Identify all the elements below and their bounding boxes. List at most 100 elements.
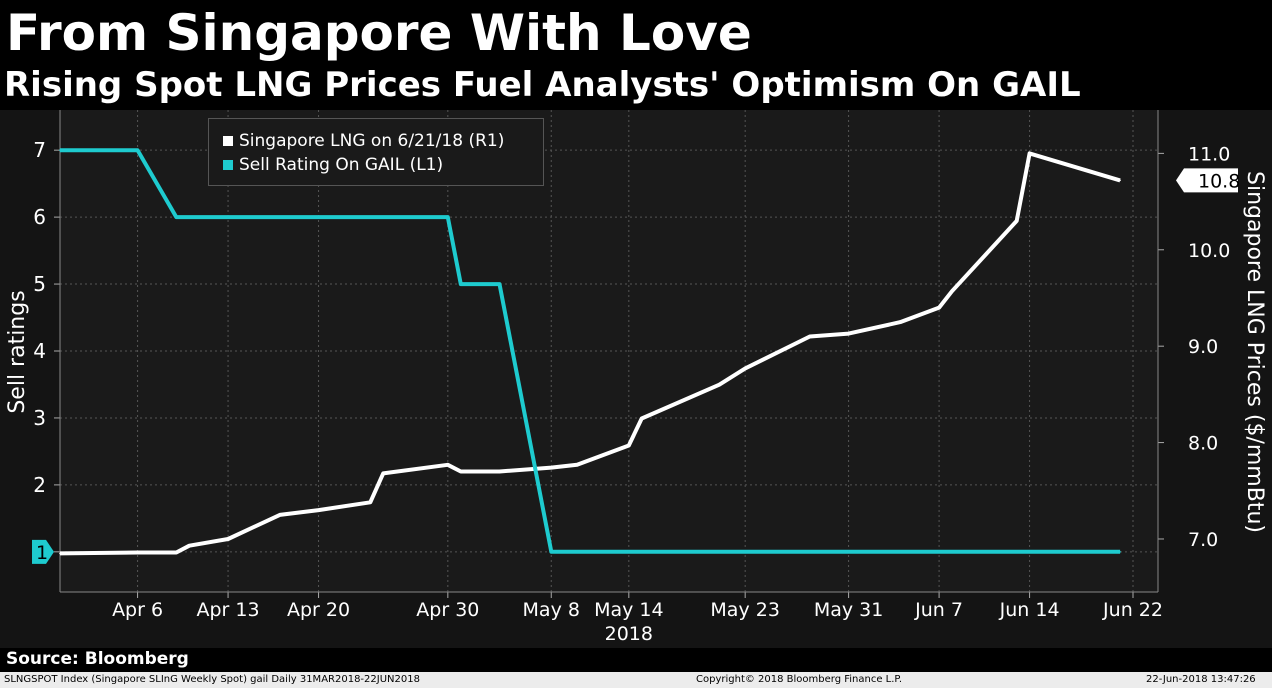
lng-price-point xyxy=(382,472,384,475)
lng-price-point xyxy=(899,321,902,323)
right-axis-title: Singapore LNG Prices ($/mmBtu) xyxy=(1242,171,1267,533)
legend-swatch-lng xyxy=(223,136,233,146)
lng-price-point xyxy=(628,444,630,447)
sell-rating-point xyxy=(628,551,630,553)
footer-timestamp: 22-Jun-2018 13:47:26 xyxy=(1146,674,1256,685)
left-tick-label: 5 xyxy=(33,272,46,296)
sell-rating-point xyxy=(951,551,953,553)
left-tick-label: 7 xyxy=(33,138,46,162)
left-tick-label: 3 xyxy=(33,406,46,430)
chart-subtitle: Rising Spot LNG Prices Fuel Analysts' Op… xyxy=(4,65,1081,105)
x-tick-label: Apr 13 xyxy=(197,599,260,621)
lng-price-point xyxy=(938,306,940,309)
right-axis-band xyxy=(1158,110,1272,648)
lng-price-point xyxy=(459,470,462,473)
lng-price-point xyxy=(472,470,475,473)
left-tick-label: 2 xyxy=(33,473,46,497)
sell-rating-point xyxy=(188,216,191,218)
legend-item-rating: Sell Rating On GAIL (L1) xyxy=(209,153,543,177)
legend-label-lng: Singapore LNG on 6/21/18 (R1) xyxy=(239,131,505,151)
sell-rating-point xyxy=(1015,551,1018,553)
lng-price-point xyxy=(227,538,229,540)
sell-rating-point xyxy=(498,283,501,285)
sell-rating-point xyxy=(1028,551,1031,553)
chart-title: From Singapore With Love xyxy=(6,4,752,62)
sell-rating-point xyxy=(718,551,721,553)
sell-rating-point xyxy=(809,551,811,553)
lng-price-point xyxy=(718,383,721,386)
lng-price-point xyxy=(847,332,850,335)
left-tick-label: 6 xyxy=(33,205,46,229)
sell-rating-point xyxy=(847,551,850,553)
right-tick-label: 11.0 xyxy=(1188,143,1230,165)
x-tick-label: May 31 xyxy=(814,599,884,621)
x-tick-label: Apr 30 xyxy=(416,599,479,621)
x-tick-label: May 23 xyxy=(710,599,780,621)
lng-price-point xyxy=(447,463,449,466)
left-axis-band xyxy=(0,110,60,648)
lng-price-point xyxy=(1119,179,1121,182)
sell-rating-point xyxy=(136,149,139,151)
lng-price-point xyxy=(809,335,811,338)
lng-price-point xyxy=(640,417,643,420)
lng-price-point xyxy=(136,551,139,554)
left-tick-label: 4 xyxy=(33,339,46,363)
source-note: Source: Bloomberg xyxy=(6,649,189,669)
sell-rating-point xyxy=(447,216,449,218)
lng-price-point xyxy=(278,514,281,516)
sell-rating-point xyxy=(938,551,940,553)
x-tick-label: Apr 20 xyxy=(287,599,350,621)
lng-price-point xyxy=(744,367,746,370)
footer-copyright: Copyright© 2018 Bloomberg Finance L.P. xyxy=(696,674,903,685)
sell-rating-point xyxy=(175,216,178,218)
lng-price-point xyxy=(1015,220,1018,222)
lng-last-value-tag xyxy=(1176,168,1238,193)
footer-index-info: SLNGSPOT Index (Singapore SLInG Weekly S… xyxy=(4,674,420,685)
rating-last-value-tag xyxy=(32,539,54,564)
sell-rating-point xyxy=(640,551,643,553)
lng-price-point xyxy=(175,551,178,554)
x-tick-label: May 14 xyxy=(594,599,664,621)
lng-price-point xyxy=(188,544,191,547)
x-tick-label: Apr 6 xyxy=(112,599,163,621)
right-tick-label: 7.0 xyxy=(1188,529,1218,551)
sell-rating-point xyxy=(472,283,475,285)
sell-rating-point xyxy=(369,216,372,218)
sell-rating-point xyxy=(227,216,229,218)
lng-price-point xyxy=(1028,152,1031,155)
x-tick-label: May 8 xyxy=(523,599,580,621)
footer-bar: SLNGSPOT Index (Singapore SLInG Weekly S… xyxy=(0,672,1272,688)
legend-swatch-rating xyxy=(223,160,233,170)
legend-label-rating: Sell Rating On GAIL (L1) xyxy=(239,155,444,175)
sell-rating-point xyxy=(278,216,281,218)
chart-legend: Singapore LNG on 6/21/18 (R1) Sell Ratin… xyxy=(208,118,544,186)
x-tick-label: Jun 14 xyxy=(999,599,1060,621)
right-tick-label: 10.0 xyxy=(1188,240,1230,262)
lng-price-point xyxy=(498,470,501,473)
lng-price-point xyxy=(317,509,320,511)
right-tick-label: 8.0 xyxy=(1188,433,1218,455)
lng-price-point xyxy=(951,290,953,293)
x-axis-band xyxy=(60,592,1158,648)
sell-rating-point xyxy=(744,551,746,553)
right-tick-label: 9.0 xyxy=(1188,336,1218,358)
sell-rating-point xyxy=(1119,551,1121,553)
sell-rating-point xyxy=(899,551,902,553)
lng-price-point xyxy=(576,463,578,466)
x-axis-year-label: 2018 xyxy=(605,623,653,645)
rating-last-value-label: 1 xyxy=(36,542,48,564)
sell-rating-point xyxy=(576,551,578,553)
lng-last-value-label: 10.8 xyxy=(1198,170,1240,192)
legend-item-lng: Singapore LNG on 6/21/18 (R1) xyxy=(209,129,543,153)
left-axis-title: Sell ratings xyxy=(5,290,30,413)
sell-rating-point xyxy=(317,216,320,218)
lng-price-point xyxy=(369,501,372,504)
sell-rating-point xyxy=(550,551,553,553)
x-tick-label: Jun 22 xyxy=(1102,599,1163,621)
lng-price-point xyxy=(59,552,61,555)
sell-rating-point xyxy=(459,283,462,285)
x-tick-label: Jun 7 xyxy=(914,599,963,621)
lng-price-point xyxy=(550,466,553,469)
sell-rating-point xyxy=(382,216,384,218)
